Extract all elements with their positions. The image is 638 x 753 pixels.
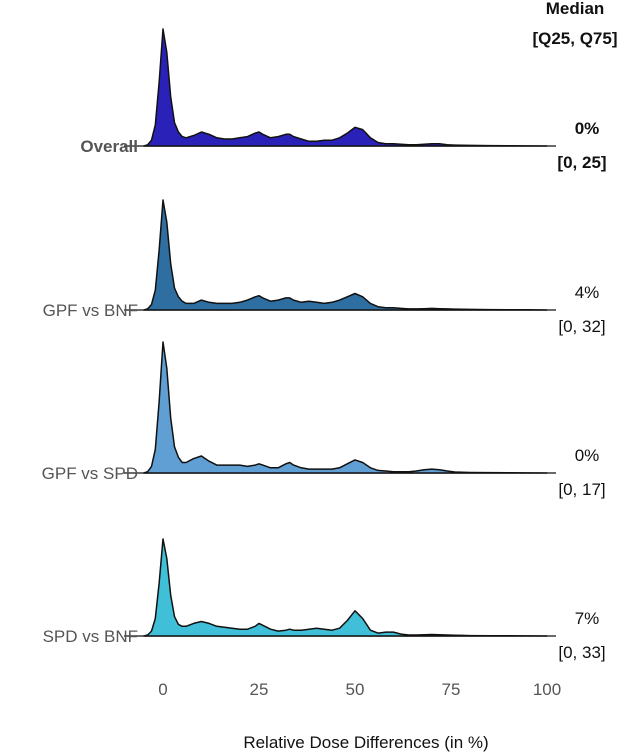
iqr-gpf-vs-bnf: [0, 32]	[558, 317, 605, 336]
x-tick-label-0: 0	[158, 680, 167, 699]
ridge-row-spd-vs-bnf: SPD vs BNF 7% [0, 33]	[43, 538, 606, 662]
row-label-spd-vs-bnf: SPD vs BNF	[43, 627, 138, 646]
ridge-density-gpf-vs-bnf	[143, 199, 548, 311]
median-gpf-vs-spd: 0%	[575, 446, 600, 465]
x-axis-title: Relative Dose Differences (in %)	[243, 733, 488, 752]
iqr-spd-vs-bnf: [0, 33]	[558, 643, 605, 662]
ridge-row-gpf-vs-bnf: GPF vs BNF 4% [0, 32]	[43, 199, 606, 336]
median-gpf-vs-bnf: 4%	[575, 283, 600, 302]
ridge-density-gpf-vs-spd	[143, 341, 548, 474]
stat-header-quartiles: [Q25, Q75]	[532, 29, 617, 48]
row-label-overall: Overall	[80, 137, 138, 156]
ridge-density-overall	[143, 28, 548, 147]
ridge-row-gpf-vs-spd: GPF vs SPD 0% [0, 17]	[42, 341, 606, 499]
iqr-overall: [0, 25]	[557, 153, 606, 172]
x-tick-label-25: 25	[250, 680, 269, 699]
ridge-density-spd-vs-bnf	[143, 538, 548, 637]
row-label-gpf-vs-spd: GPF vs SPD	[42, 464, 138, 483]
x-axis: 0 25 50 75 100	[158, 680, 561, 699]
x-tick-label-75: 75	[442, 680, 461, 699]
row-label-gpf-vs-bnf: GPF vs BNF	[43, 301, 138, 320]
x-tick-label-50: 50	[346, 680, 365, 699]
ridge-row-overall: Overall 0% [0, 25]	[80, 28, 607, 172]
x-tick-label-100: 100	[533, 680, 561, 699]
iqr-gpf-vs-spd: [0, 17]	[558, 480, 605, 499]
median-overall: 0%	[575, 119, 600, 138]
median-spd-vs-bnf: 7%	[575, 609, 600, 628]
stat-header-median: Median	[546, 0, 605, 18]
